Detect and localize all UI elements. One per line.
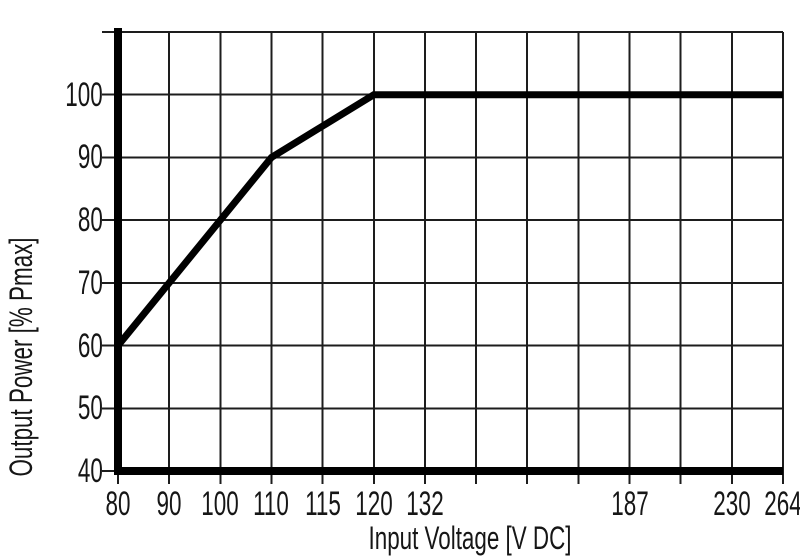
y-tick-label: 40 [78, 452, 103, 490]
y-tick-label: 60 [78, 326, 103, 365]
x-tick-label: 230 [713, 485, 751, 523]
x-axis-title: Input Voltage [V DC] [368, 520, 572, 556]
y-tick-label: 50 [78, 389, 103, 428]
x-tick-label: 80 [105, 485, 131, 523]
x-tick-label: 110 [253, 485, 290, 523]
x-tick-label: 187 [610, 485, 649, 523]
y-tick-label: 80 [78, 201, 103, 240]
x-tick-label: 100 [201, 485, 240, 523]
x-tick-label: 264 [764, 485, 800, 523]
x-tick-label: 90 [156, 485, 182, 523]
x-tick-label: 115 [304, 485, 341, 523]
x-tick-label: 120 [355, 485, 393, 523]
y-tick-label: 100 [65, 75, 103, 114]
y-tick-label: 90 [78, 138, 103, 177]
derating-curve [115, 91, 783, 348]
y-axis-title: Output Power [% Pmax] [3, 237, 39, 477]
x-tick-label: 132 [406, 485, 444, 523]
y-tick-label: 70 [78, 263, 103, 302]
